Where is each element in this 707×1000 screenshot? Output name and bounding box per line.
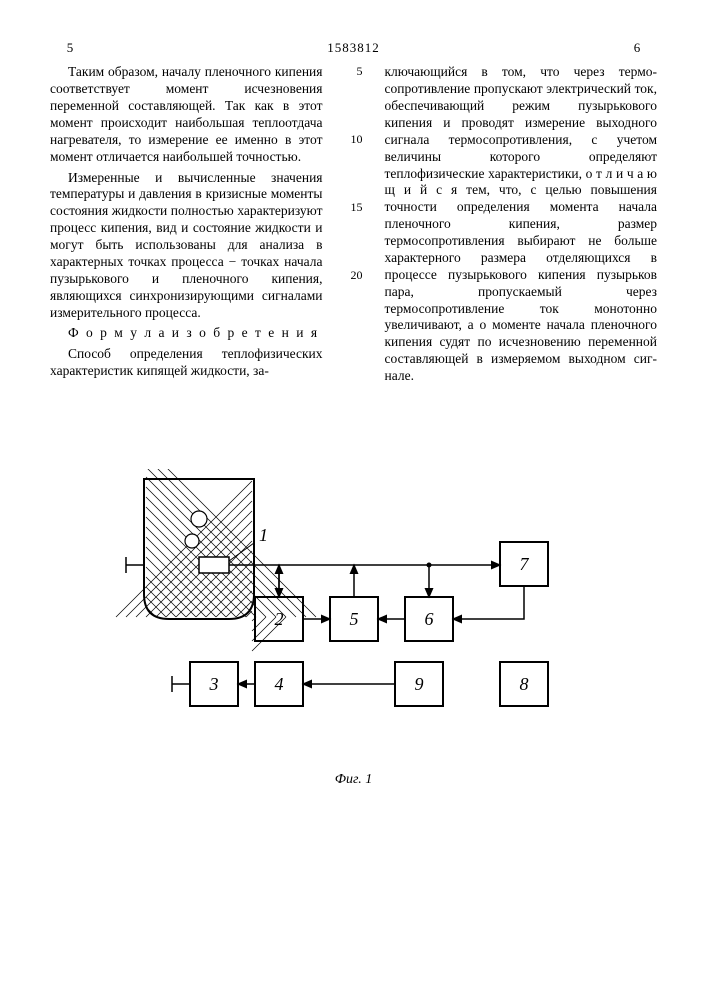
svg-text:1: 1	[259, 525, 268, 545]
svg-text:4: 4	[274, 674, 283, 694]
svg-text:6: 6	[424, 609, 433, 629]
svg-text:2: 2	[274, 609, 283, 629]
line-marker: 5	[345, 64, 363, 132]
svg-text:5: 5	[349, 609, 358, 629]
text-columns: Таким образом, началу пленочного кипения…	[50, 64, 657, 389]
line-marker: 10	[345, 132, 363, 200]
figure-diagram: 1 2 5 6 7 3 4 9 8	[104, 469, 604, 759]
document-number: 1583812	[327, 40, 380, 56]
svg-text:9: 9	[414, 674, 423, 694]
page-number-right: 6	[617, 40, 657, 56]
right-column: ключающийся в том, что через термо­сопро…	[385, 64, 658, 389]
page-header: 5 1583812 6	[50, 40, 657, 56]
line-marker: 20	[345, 268, 363, 336]
figure-1: 1 2 5 6 7 3 4 9 8 Фиг. 1	[50, 469, 657, 789]
line-number-gutter: 5 10 15 20	[345, 64, 363, 389]
svg-text:3: 3	[208, 674, 218, 694]
figure-caption: Фиг. 1	[50, 771, 657, 789]
left-paragraph-1: Таким образом, началу пленочного кипения…	[50, 64, 323, 165]
right-paragraph-1: ключающийся в том, что через термо­сопро…	[385, 64, 658, 385]
page-number-left: 5	[50, 40, 90, 56]
left-column: Таким образом, началу пленочного кипения…	[50, 64, 323, 389]
svg-text:8: 8	[519, 674, 528, 694]
left-paragraph-3: Способ определения теплофизических харак…	[50, 346, 323, 380]
svg-text:7: 7	[519, 554, 529, 574]
formula-heading: Ф о р м у л а и з о б р е т е н и я	[50, 325, 323, 342]
line-marker: 15	[345, 200, 363, 268]
left-paragraph-2: Измеренные и вычисленные значения темпер…	[50, 170, 323, 322]
